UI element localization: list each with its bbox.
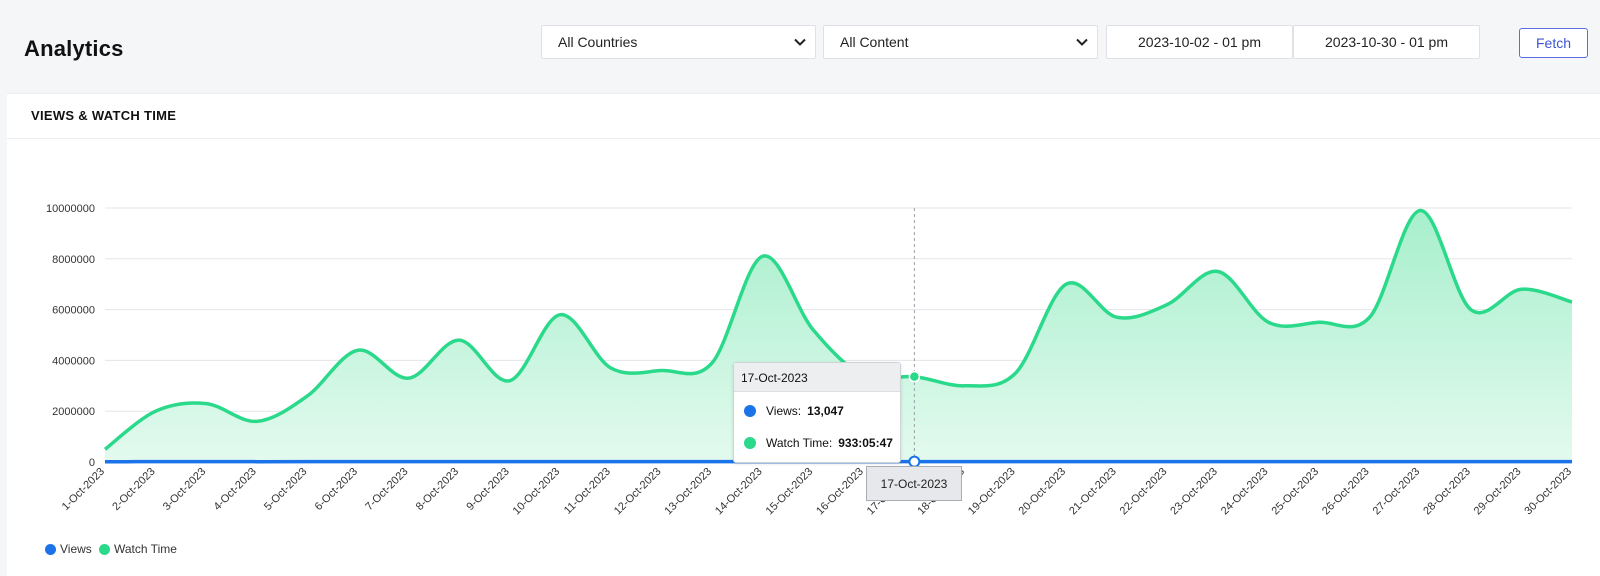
top-bar: Analytics All Countries All Content 2023… xyxy=(0,0,1600,92)
x-tick-label: 28-Oct-2023 xyxy=(1421,466,1473,518)
content-select-value: All Content xyxy=(840,34,909,50)
x-tick-label: 1-Oct-2023 xyxy=(60,466,107,513)
x-tick-label: 2-Oct-2023 xyxy=(110,466,157,513)
legend-item-views[interactable]: Views xyxy=(45,542,92,556)
x-tick-label: 26-Oct-2023 xyxy=(1320,466,1372,518)
x-tick-label: 14-Oct-2023 xyxy=(713,466,765,518)
x-tick-label: 15-Oct-2023 xyxy=(764,466,816,518)
watch-time-dot-icon xyxy=(744,437,756,449)
views-dot-icon xyxy=(744,405,756,417)
y-tick-label: 6000000 xyxy=(52,305,95,317)
content-select[interactable]: All Content xyxy=(823,25,1098,59)
date-from-input[interactable]: 2023-10-02 - 01 pm xyxy=(1106,25,1293,59)
x-tick-label: 6-Oct-2023 xyxy=(313,466,360,513)
x-tick-label: 10-Oct-2023 xyxy=(511,466,563,518)
x-tick-label: 30-Oct-2023 xyxy=(1522,466,1574,518)
watch-time-area xyxy=(105,210,1572,462)
x-tick-label: 5-Oct-2023 xyxy=(262,466,309,513)
legend-watch-time-label: Watch Time xyxy=(114,542,177,556)
card-title: VIEWS & WATCH TIME xyxy=(31,108,177,123)
x-tick-label: 3-Oct-2023 xyxy=(161,466,208,513)
tooltip-views-row: Views: 13,047 xyxy=(744,404,844,418)
date-from-value: 2023-10-02 - 01 pm xyxy=(1138,34,1261,50)
x-tick-label: 7-Oct-2023 xyxy=(363,466,410,513)
x-tick-label: 22-Oct-2023 xyxy=(1118,466,1170,518)
date-to-value: 2023-10-30 - 01 pm xyxy=(1325,34,1448,50)
tooltip-views-label: Views: xyxy=(766,404,802,418)
y-tick-label: 0 xyxy=(89,457,95,469)
chevron-down-icon xyxy=(794,38,806,46)
legend-views-label: Views xyxy=(60,542,92,556)
x-tick-label: 20-Oct-2023 xyxy=(1017,466,1069,518)
x-tick-label: 12-Oct-2023 xyxy=(612,466,664,518)
tooltip-watch-row: Watch Time: 933:05:47 xyxy=(744,436,893,450)
y-tick-label: 2000000 xyxy=(52,406,95,418)
views-legend-dot-icon xyxy=(45,543,56,555)
country-select-value: All Countries xyxy=(558,34,638,50)
tooltip-date: 17-Oct-2023 xyxy=(734,363,900,392)
page-title: Analytics xyxy=(24,36,124,61)
x-tick-label: 25-Oct-2023 xyxy=(1269,466,1321,518)
watch-time-legend-dot-icon xyxy=(99,543,110,555)
fetch-button[interactable]: Fetch xyxy=(1519,28,1588,58)
x-tick-label: 4-Oct-2023 xyxy=(211,466,258,513)
y-tick-label: 10000000 xyxy=(46,203,95,215)
legend-item-watch-time[interactable]: Watch Time xyxy=(99,542,177,556)
x-tick-label: 29-Oct-2023 xyxy=(1472,466,1524,518)
x-tick-label: 27-Oct-2023 xyxy=(1371,466,1423,518)
chart-tooltip: 17-Oct-2023 Views: 13,047 Watch Time: 93… xyxy=(733,362,901,463)
x-tick-label: 24-Oct-2023 xyxy=(1219,466,1271,518)
y-tick-label: 4000000 xyxy=(52,355,95,367)
watch-time-line xyxy=(103,208,1573,451)
x-tick-label: 8-Oct-2023 xyxy=(414,466,461,513)
tooltip-watch-label: Watch Time: xyxy=(766,436,833,450)
date-to-input[interactable]: 2023-10-30 - 01 pm xyxy=(1293,25,1480,59)
watch-time-point-marker xyxy=(908,370,921,383)
card-header: VIEWS & WATCH TIME xyxy=(7,94,1600,139)
x-tick-label: 13-Oct-2023 xyxy=(662,466,714,518)
tooltip-watch-value: 933:05:47 xyxy=(838,436,893,450)
y-tick-label: 8000000 xyxy=(52,254,95,266)
x-tick-label: 21-Oct-2023 xyxy=(1067,466,1119,518)
x-tick-label: 19-Oct-2023 xyxy=(966,466,1018,518)
x-tick-label: 16-Oct-2023 xyxy=(814,466,866,518)
x-tick-label: 9-Oct-2023 xyxy=(464,466,511,513)
chevron-down-icon xyxy=(1076,38,1088,46)
x-tick-label: 11-Oct-2023 xyxy=(562,466,613,517)
tooltip-views-value: 13,047 xyxy=(807,404,844,418)
country-select[interactable]: All Countries xyxy=(541,25,816,59)
crosshair-x-label: 17-Oct-2023 xyxy=(866,466,962,501)
x-tick-label: 23-Oct-2023 xyxy=(1168,466,1220,518)
